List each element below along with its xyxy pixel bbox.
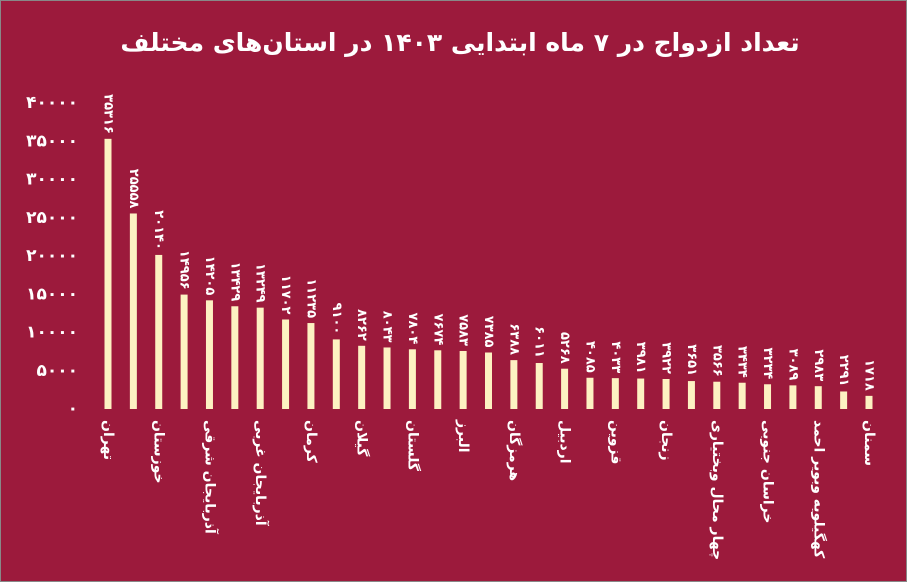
x-tick-label: کرمان: [303, 420, 319, 464]
x-tick-label: هرمزگان: [506, 420, 523, 481]
value-label: ۳۴۳۴: [735, 346, 750, 378]
value-label: ۸۰۴۳: [380, 311, 395, 343]
value-label: ۱۷۱۸: [862, 359, 877, 391]
bar: [713, 381, 721, 409]
value-label: ۱۳۴۲۹: [227, 262, 242, 302]
value-label: ۷۳۸۵: [481, 316, 496, 348]
bar: [764, 384, 772, 409]
value-label: ۳۰۸۹: [785, 349, 800, 381]
bar: [738, 382, 746, 409]
value-label: ۳۶۵۱: [684, 344, 699, 376]
y-tick-label: ۰: [68, 399, 78, 419]
y-tick-label: ۱۰۰۰۰: [26, 323, 78, 343]
value-label: ۵۲۶۸: [557, 332, 572, 364]
x-tick-label: تهران: [100, 420, 116, 460]
value-label: ۲۲۹۱: [836, 355, 851, 387]
bar: [637, 378, 645, 409]
value-label: ۱۱۷۰۲: [278, 275, 293, 315]
value-label: ۳۵۶۶: [709, 345, 724, 377]
value-label: ۳۹۸۱: [633, 342, 648, 374]
y-tick-label: ۵۰۰۰: [36, 361, 78, 381]
bar: [180, 294, 188, 409]
value-label: ۳۹۲۲: [659, 342, 674, 374]
y-tick-label: ۲۵۰۰۰: [26, 208, 78, 228]
bar: [282, 319, 290, 409]
bar: [383, 347, 391, 409]
value-label: ۲۹۸۳: [811, 349, 826, 381]
bar: [307, 323, 315, 409]
bar: [535, 363, 543, 409]
x-tick-label: آذربایجان شرقی: [201, 420, 219, 535]
bar: [459, 350, 467, 409]
y-tick-label: ۴۰۰۰۰: [26, 93, 78, 113]
value-label: ۷۵۸۳: [456, 314, 471, 346]
value-label: ۱۴۹۵۶: [177, 250, 192, 290]
value-label: ۴۰۳۳: [608, 341, 623, 373]
x-tick-label: خوزستان: [151, 420, 167, 484]
y-tick-label: ۳۵۰۰۰: [26, 131, 78, 151]
bar: [104, 138, 112, 410]
x-tick-label: قزوین: [607, 420, 623, 464]
bar: [687, 381, 695, 409]
bar: [865, 395, 873, 409]
value-label: ۱۴۲۰۵: [202, 256, 217, 296]
bar: [814, 386, 822, 409]
bar: [358, 345, 366, 409]
y-tick-label: ۳۰۰۰۰: [26, 170, 78, 190]
value-label: ۷۸۰۴: [405, 313, 420, 345]
bar: [586, 377, 594, 409]
bar: [789, 385, 797, 409]
value-label: ۶۰۱۱: [532, 326, 547, 358]
x-tick-label: البرز: [455, 419, 471, 453]
bar: [662, 378, 670, 409]
bar: [434, 350, 442, 409]
value-label: ۳۵۳۱۶: [101, 94, 116, 134]
bar: [561, 368, 569, 409]
value-label: ۷۶۷۴: [430, 314, 445, 346]
y-tick-label: ۲۰۰۰۰: [26, 246, 78, 266]
value-label: ۱۳۲۴۹: [253, 263, 268, 303]
x-tick-label: آذربایجان غربی: [252, 420, 270, 527]
bar: [408, 349, 416, 409]
y-tick-label: ۱۵۰۰۰: [26, 284, 78, 304]
bar: [840, 391, 848, 409]
x-tick-label: زنجان: [658, 420, 674, 461]
value-label: ۲۰۱۴۰: [151, 210, 166, 250]
value-label: ۴۰۸۵: [582, 341, 597, 373]
x-tick-label: کهگیلویه وبویر احمد: [810, 420, 827, 559]
x-tick-label: سمنان: [861, 420, 877, 466]
chart-title: تعداد ازدواج در ۷ ماه ابتدایی ۱۴۰۳ در اس…: [120, 28, 799, 58]
bar: [332, 339, 340, 409]
bar: [129, 213, 137, 409]
bar: [510, 360, 518, 409]
x-tick-label: چهار محال وبختیاری: [709, 420, 725, 560]
value-label: ۳۲۳۴: [760, 348, 775, 380]
value-label: ۸۲۶۲: [354, 309, 369, 341]
bar: [256, 307, 264, 409]
x-tick-label: گلستان: [404, 420, 421, 472]
bar: [485, 352, 492, 409]
bar: [611, 378, 619, 409]
value-label: ۹۱۰۰: [329, 303, 344, 335]
value-label: ۲۵۵۵۸: [126, 169, 141, 209]
bar: [231, 306, 239, 409]
x-tick-label: گیلان: [354, 420, 371, 457]
value-label: ۶۳۸۸: [506, 323, 521, 355]
value-label: ۱۱۲۳۵: [303, 278, 318, 318]
bar: [205, 300, 213, 409]
x-tick-label: خراسان جنوبی: [760, 420, 776, 523]
bar: [155, 254, 163, 409]
x-tick-label: اردبیل: [557, 420, 573, 464]
